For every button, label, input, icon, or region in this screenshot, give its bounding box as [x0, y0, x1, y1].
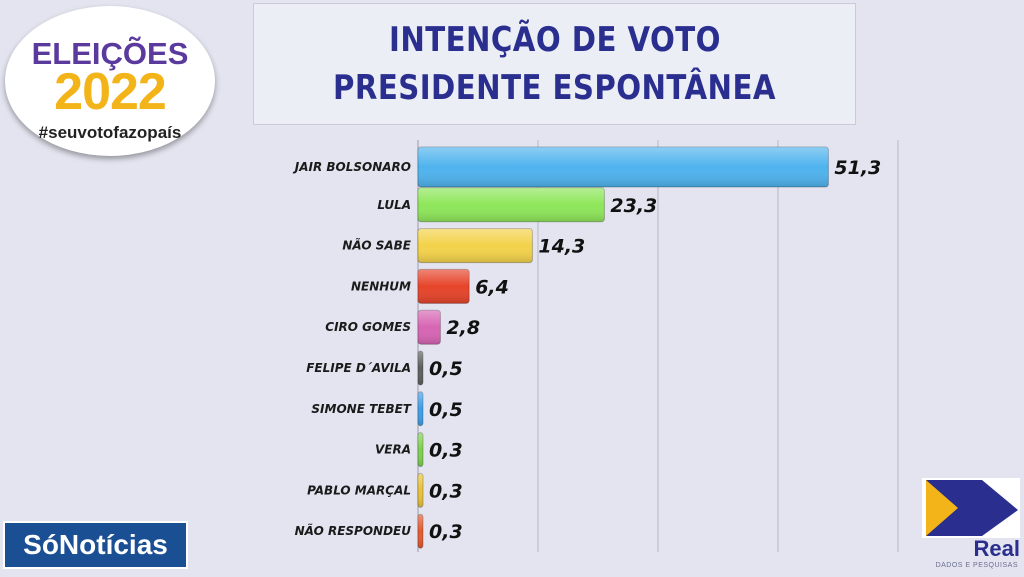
- category-label: VERA: [375, 443, 411, 457]
- bar-shine-7: [418, 432, 423, 467]
- value-label: 0,5: [429, 358, 463, 380]
- category-label: SIMONE TEBET: [311, 402, 411, 416]
- value-label: 6,4: [475, 276, 509, 298]
- chart-title-line2: PRESIDENTE ESPONTÂNEA: [333, 68, 776, 108]
- real-logo-subtext: DADOS E PESQUISAS: [935, 562, 1018, 569]
- value-label: 14,3: [538, 236, 585, 258]
- category-label: LULA: [377, 198, 411, 212]
- category-label: PABLO MARÇAL: [307, 483, 411, 497]
- eleicoes-logo-word: ELEIÇÕES: [31, 36, 189, 71]
- value-label: 0,5: [429, 399, 463, 421]
- category-label: NÃO SABE: [342, 238, 411, 253]
- eleicoes-logo-hashtag: #seuvotofazopaís: [38, 123, 182, 142]
- eleicoes-2022-logo: ELEIÇÕES 2022 #seuvotofazopaís: [5, 6, 215, 156]
- category-label: JAIR BOLSONARO: [293, 160, 411, 174]
- eleicoes-logo-year: 2022: [54, 63, 167, 121]
- value-label: 23,3: [610, 195, 657, 217]
- category-label: NENHUM: [351, 279, 411, 293]
- value-label: 2,8: [446, 317, 480, 339]
- bar-shine-5: [418, 351, 423, 385]
- category-label: CIRO GOMES: [325, 320, 411, 334]
- bars: [417, 146, 829, 549]
- bar-shine-0: [418, 147, 829, 187]
- value-label: 0,3: [429, 440, 463, 462]
- labels: JAIR BOLSONARO 51,3 LULA 23,3 NÃO SABE 14,3 NE…: [293, 157, 882, 543]
- bar-shine-9: [418, 514, 423, 549]
- real-pesquisas-logo: Real DADOS E PESQUISAS: [922, 478, 1020, 574]
- real-logo-mark-icon: [922, 478, 1020, 538]
- bar-shine-6: [418, 391, 423, 426]
- sonoticias-logo: SóNotícias: [3, 521, 188, 569]
- value-label: 0,3: [429, 480, 463, 502]
- category-label: FELIPE D´AVILA: [306, 361, 411, 375]
- category-label: NÃO RESPONDEU: [295, 523, 412, 538]
- real-logo-text: Real: [973, 536, 1020, 561]
- value-label: 51,3: [834, 157, 881, 179]
- bar-shine-2: [418, 228, 533, 263]
- chart-title-line1: INTENÇÃO DE VOTO: [388, 20, 721, 60]
- bar-shine-4: [418, 310, 441, 345]
- bar-shine-8: [418, 473, 423, 508]
- bar-shine-3: [418, 269, 470, 304]
- value-label: 0,3: [429, 521, 463, 543]
- chart-title-box: INTENÇÃO DE VOTO PRESIDENTE ESPONTÂNEA: [253, 3, 856, 125]
- bar-shine-1: [418, 187, 605, 222]
